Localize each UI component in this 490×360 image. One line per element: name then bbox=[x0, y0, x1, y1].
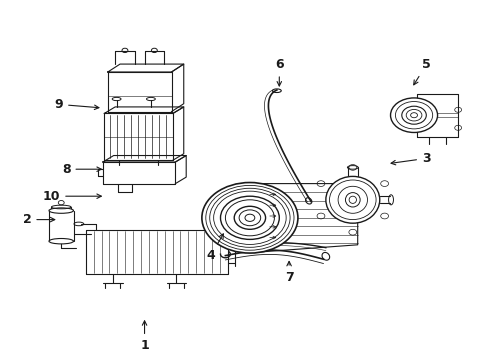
Ellipse shape bbox=[49, 208, 74, 213]
Text: 2: 2 bbox=[23, 213, 55, 226]
Text: 7: 7 bbox=[285, 261, 294, 284]
Circle shape bbox=[220, 196, 279, 239]
Text: 4: 4 bbox=[206, 234, 223, 262]
Text: 8: 8 bbox=[62, 163, 101, 176]
Ellipse shape bbox=[345, 193, 360, 207]
Circle shape bbox=[391, 98, 438, 132]
Circle shape bbox=[234, 206, 266, 229]
Ellipse shape bbox=[49, 239, 74, 244]
Circle shape bbox=[402, 106, 426, 124]
Text: 10: 10 bbox=[43, 190, 101, 203]
Text: 3: 3 bbox=[391, 152, 431, 165]
Text: 5: 5 bbox=[414, 58, 431, 85]
Text: 6: 6 bbox=[275, 58, 284, 86]
Circle shape bbox=[202, 183, 298, 253]
Ellipse shape bbox=[326, 176, 380, 223]
Text: 9: 9 bbox=[54, 98, 99, 111]
Text: 1: 1 bbox=[140, 321, 149, 352]
